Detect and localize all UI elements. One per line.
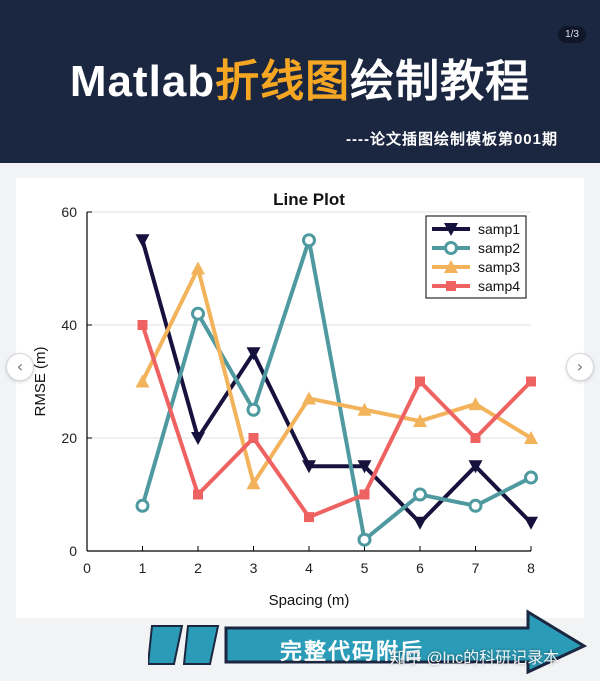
series-line-samp1 xyxy=(140,239,533,526)
data-point-samp4 xyxy=(193,489,203,500)
x-tick-label: 6 xyxy=(416,560,424,576)
y-axis-label: RMSE (m) xyxy=(32,347,49,417)
x-tick-label: 7 xyxy=(472,560,480,576)
data-point-samp4 xyxy=(415,376,425,387)
y-tick-label: 0 xyxy=(69,543,77,559)
data-point-samp1 xyxy=(468,460,483,474)
banner-text: 完整代码附后 xyxy=(280,639,425,664)
data-point-samp4 xyxy=(526,376,536,387)
data-point-samp1 xyxy=(413,516,427,530)
data-point-samp4 xyxy=(304,512,314,523)
title-part-1: Matlab xyxy=(69,57,216,106)
data-point-samp4 xyxy=(359,489,370,500)
banner-stripe-1 xyxy=(148,625,184,665)
legend-marker-samp4 xyxy=(446,281,456,291)
data-point-samp1 xyxy=(191,432,205,445)
data-point-samp4 xyxy=(470,433,481,443)
series-line-samp3 xyxy=(140,262,533,489)
title-highlight: 折线图 xyxy=(215,57,351,106)
page-title: Matlab折线图绘制教程 xyxy=(0,52,600,112)
legend-marker-samp1 xyxy=(444,223,458,236)
data-point-samp1 xyxy=(357,460,372,474)
legend-marker-samp2 xyxy=(444,241,458,255)
data-point-samp2 xyxy=(191,306,205,321)
page-subtitle: ----论文插图绘制模板第001期 xyxy=(345,131,558,148)
chart-card: 0 1 2 3 4 5 6 7 8 0 20 40 60 Line Plot Spacing (m) RMSE… xyxy=(16,178,584,618)
title-part-2: 绘制教程 xyxy=(350,57,531,106)
chevron-right-icon[interactable]: › xyxy=(566,353,594,381)
data-point-samp3 xyxy=(357,402,372,416)
data-point-samp4 xyxy=(248,433,259,443)
data-point-samp2 xyxy=(246,402,261,417)
legend-label: samp1 xyxy=(478,221,520,237)
chart-title: Line Plot xyxy=(273,190,345,209)
y-tick-label: 40 xyxy=(61,317,77,333)
data-point-samp2 xyxy=(357,532,372,547)
banner-graphic xyxy=(148,609,588,674)
chevron-left-icon[interactable]: ‹ xyxy=(6,353,34,381)
page-indicator: 1/3 xyxy=(558,26,586,43)
legend-label: samp4 xyxy=(478,278,520,294)
data-point-samp1 xyxy=(135,234,150,248)
legend-label: samp2 xyxy=(478,240,520,256)
series-line-samp2 xyxy=(140,239,532,544)
banner-stripe-2 xyxy=(182,625,220,665)
data-point-samp2 xyxy=(524,470,538,485)
y-tick-label: 60 xyxy=(61,204,77,220)
header-banner: 1/3 Matlab折线图绘制教程 ----论文插图绘制模板第001期 xyxy=(0,0,600,163)
arrow-right-icon xyxy=(224,609,588,674)
y-tick-label: 20 xyxy=(61,430,77,446)
data-point-samp3 xyxy=(524,431,538,444)
series-line-samp4 xyxy=(140,324,533,520)
data-point-samp3 xyxy=(191,261,205,275)
data-point-samp1 xyxy=(246,347,261,361)
x-tick-label: 2 xyxy=(194,560,202,576)
data-point-samp2 xyxy=(302,233,316,248)
line-chart: 0 1 2 3 4 5 6 7 8 0 20 40 60 Line Plot Spacing (m) RMSE… xyxy=(32,190,538,609)
x-tick-label: 8 xyxy=(527,560,535,576)
data-point-samp1 xyxy=(302,460,316,474)
data-point-samp3 xyxy=(135,374,150,388)
x-tick-label: 3 xyxy=(250,560,258,576)
data-point-samp3 xyxy=(302,391,316,405)
legend-label: samp3 xyxy=(478,259,520,275)
data-point-samp3 xyxy=(468,397,483,411)
watermark: 知乎 @lnc的科研记录本 xyxy=(390,650,560,667)
x-tick-label: 1 xyxy=(139,560,147,576)
x-tick-label: 4 xyxy=(305,560,313,576)
data-point-samp2 xyxy=(135,498,150,513)
data-point-samp2 xyxy=(468,498,483,513)
data-point-samp3 xyxy=(413,414,427,428)
data-point-samp4 xyxy=(137,320,148,330)
data-point-samp1 xyxy=(524,516,538,530)
x-tick-label: 0 xyxy=(83,560,91,576)
x-tick-label: 5 xyxy=(361,560,369,576)
legend-marker-samp3 xyxy=(444,260,458,273)
data-point-samp3 xyxy=(246,476,261,490)
data-point-samp2 xyxy=(413,487,427,502)
x-axis-label: Spacing (m) xyxy=(269,592,350,609)
